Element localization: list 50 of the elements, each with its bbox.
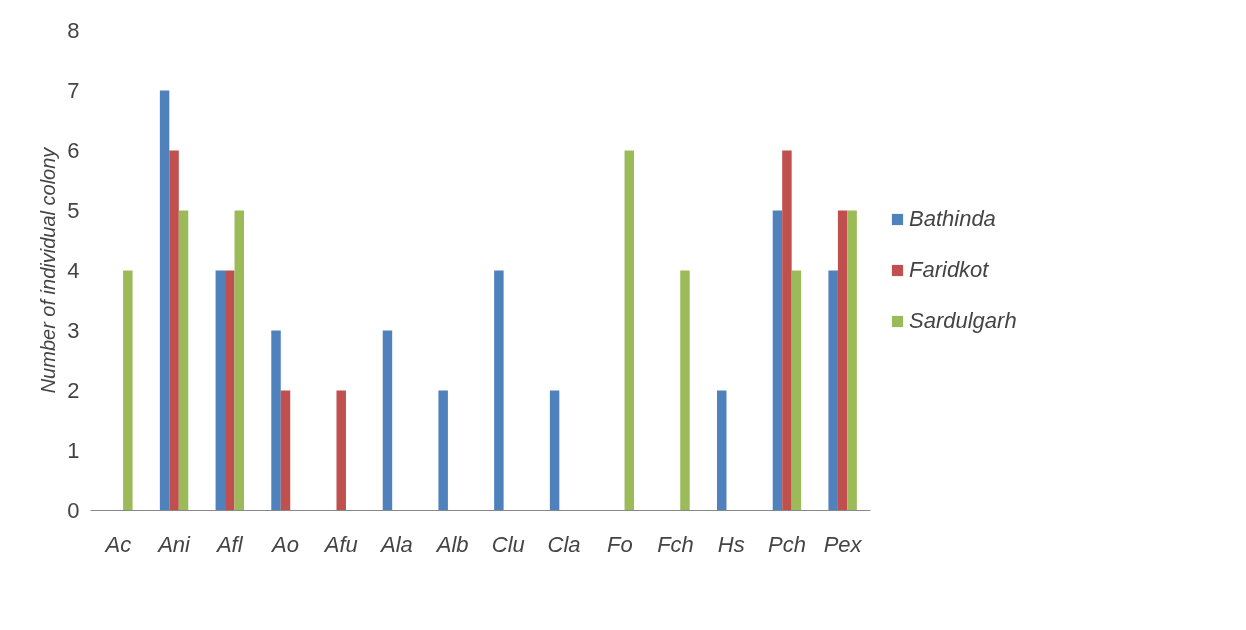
x-tick-label: Pch: [767, 531, 806, 557]
bar: [772, 210, 783, 511]
bar: [438, 390, 448, 511]
bar: [280, 390, 291, 511]
x-tick-label: Fch: [657, 531, 694, 557]
bar: [791, 270, 802, 511]
bar: [123, 270, 133, 511]
x-tick-label: Ani: [156, 531, 192, 557]
bar: [837, 210, 848, 511]
x-tick-label: Hs: [717, 531, 745, 557]
y-tick-label: 0: [67, 498, 80, 523]
y-tick-label: 1: [67, 438, 80, 463]
bar: [159, 90, 170, 511]
x-tick-label: Ala: [379, 531, 413, 557]
bar: [847, 210, 857, 511]
bar: [336, 390, 346, 511]
bar: [782, 150, 792, 511]
x-tick-label: Afu: [322, 531, 358, 557]
bar: [494, 270, 504, 511]
bar: [215, 270, 226, 511]
legend-label: Sardulgarh: [909, 308, 1017, 334]
x-tick-label: Alb: [434, 531, 469, 557]
x-tick-label: Cla: [547, 531, 581, 557]
bar: [680, 270, 690, 511]
bar: [828, 270, 838, 511]
bar: [225, 270, 235, 511]
bar: [717, 390, 727, 511]
y-tick-label: 3: [67, 318, 80, 343]
y-tick-label: 8: [67, 18, 80, 43]
y-tick-label: 2: [67, 378, 80, 403]
bar: [169, 150, 179, 511]
y-axis-title: Number of individual colony: [37, 146, 60, 394]
bar: [271, 330, 281, 511]
y-tick-label: 4: [67, 258, 80, 283]
legend-label: Faridkot: [909, 257, 989, 283]
legend-label: Bathinda: [909, 206, 996, 232]
bar: [178, 210, 189, 511]
y-tick-label: 5: [67, 198, 80, 223]
y-tick-label: 6: [67, 138, 80, 163]
x-tick-label: Ao: [270, 531, 299, 557]
x-tick-label: Ac: [103, 531, 132, 557]
bar: [382, 330, 393, 511]
y-tick-label: 7: [67, 78, 80, 103]
x-tick-label: Afl: [214, 531, 244, 557]
x-tick-label: Fo: [606, 531, 633, 557]
x-tick-label: Pex: [823, 531, 863, 557]
bar: [624, 150, 634, 511]
bar: [549, 390, 560, 511]
bar: [234, 210, 244, 511]
x-tick-label: Clu: [491, 531, 525, 557]
